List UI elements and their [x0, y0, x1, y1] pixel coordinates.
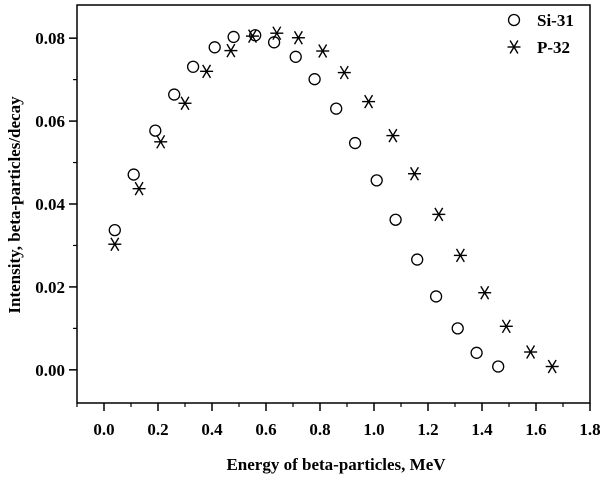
data-point [289, 50, 302, 63]
data-point [408, 166, 421, 181]
data-point [178, 96, 192, 111]
data-point [389, 213, 402, 226]
data-points [108, 26, 559, 374]
data-point [246, 29, 259, 43]
series-si-31 [108, 29, 505, 373]
legend-marker-asterisk [507, 40, 521, 54]
data-point [492, 360, 505, 373]
data-point [227, 30, 240, 44]
plot-frame [76, 4, 591, 404]
data-point [316, 44, 330, 58]
y-tick-label: 0.02 [35, 278, 65, 297]
x-tick-label: 0.0 [93, 420, 114, 439]
y-axis: 0.00 0.02 0.04 0.06 0.08 [35, 29, 77, 380]
y-tick-label: 0.04 [35, 195, 65, 214]
data-point [208, 41, 221, 54]
data-point [154, 134, 168, 149]
data-point [108, 223, 121, 237]
data-point [348, 136, 362, 150]
data-point [291, 30, 305, 45]
plot-border [76, 4, 591, 404]
data-point [470, 346, 483, 359]
data-point [149, 124, 162, 137]
legend: Si-31 P-32 [507, 11, 574, 57]
data-point [270, 26, 284, 41]
x-tick-label: 0.6 [255, 420, 276, 439]
data-point [224, 43, 238, 58]
y-axis-title: Intensity, beta-particles/decay [5, 96, 24, 314]
data-point [499, 319, 513, 334]
data-point [386, 128, 400, 143]
data-point [127, 168, 140, 181]
series-p-32 [108, 26, 559, 374]
legend-item: P-32 [507, 38, 570, 57]
data-point [308, 73, 321, 86]
data-point [362, 94, 376, 109]
data-point [432, 207, 446, 222]
data-point [337, 65, 351, 80]
legend-item: Si-31 [507, 11, 574, 30]
data-point [411, 253, 424, 266]
data-point [524, 345, 538, 359]
x-tick-label: 0.2 [147, 420, 168, 439]
x-tick-label: 1.8 [579, 420, 600, 439]
x-tick-label: 1.2 [417, 420, 438, 439]
x-tick-label: 0.8 [309, 420, 330, 439]
data-point [330, 102, 343, 115]
data-point [429, 290, 443, 303]
legend-label: Si-31 [537, 11, 574, 30]
x-tick-label: 1.0 [363, 420, 384, 439]
data-point [478, 285, 492, 300]
data-point [545, 359, 559, 374]
x-tick-label: 1.6 [525, 420, 546, 439]
y-tick-label: 0.00 [35, 361, 65, 380]
x-axis: 0.0 0.2 0.4 0.6 0.8 1.0 1.2 1.4 1.6 1.8 [76, 403, 600, 439]
data-point [132, 181, 146, 196]
data-point [370, 174, 383, 187]
y-tick-label: 0.08 [35, 29, 65, 48]
x-axis-title: Energy of beta-particles, MeV [226, 455, 446, 474]
x-tick-label: 1.4 [471, 420, 493, 439]
legend-marker-circle [507, 13, 521, 27]
data-point [108, 237, 122, 252]
data-point [186, 60, 200, 73]
y-tick-label: 0.06 [35, 112, 65, 131]
legend-label: P-32 [537, 38, 570, 57]
x-tick-label: 0.4 [201, 420, 223, 439]
data-point [453, 248, 467, 263]
data-point [200, 64, 214, 79]
data-point [168, 88, 181, 101]
data-point [451, 322, 464, 335]
